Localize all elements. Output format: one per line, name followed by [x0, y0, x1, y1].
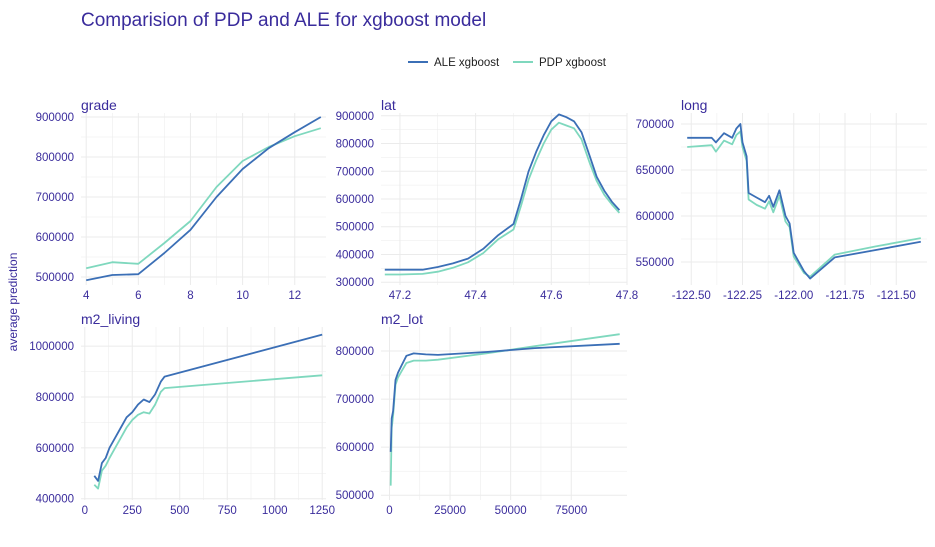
x-tick-label: 25000: [434, 505, 466, 517]
y-axis-label: average prediction: [6, 253, 20, 352]
x-tick-label: -122.50: [672, 290, 711, 302]
x-tick-label: 10: [236, 290, 249, 302]
panel-m2-living: 0 250 500 750 1000 1250 400000 600000 800000 1000…: [29, 311, 335, 517]
panel-grade: 4 6 8 10 12 500000 600000 700000 800000 900000 gra…: [36, 97, 326, 302]
y-tick-label: 800000: [36, 152, 74, 164]
series-line-ale: [384, 113, 621, 271]
y-tick-label: 900000: [336, 111, 374, 123]
x-tick-label: 47.8: [616, 290, 638, 302]
y-tick-label: 800000: [336, 139, 374, 151]
x-tick-label: 47.2: [389, 290, 411, 302]
panel-lat: 47.2 47.4 47.6 47.8 300000 400000 500000 600000…: [336, 97, 639, 302]
legend-label-pdp: PDP xgboost: [539, 57, 607, 69]
x-tick-label: 1000: [262, 505, 288, 517]
y-tick-label: 400000: [336, 249, 374, 261]
series-line-ale: [86, 116, 322, 282]
x-tick-label: 250: [123, 505, 142, 517]
series-line-pdp: [384, 121, 621, 276]
panel-title: lat: [381, 97, 396, 113]
x-tick-label: -122.25: [723, 290, 762, 302]
x-tick-label: 0: [82, 505, 88, 517]
y-tick-label: 700000: [336, 166, 374, 178]
panel-title: grade: [81, 97, 117, 113]
y-tick-label: 700000: [636, 119, 674, 131]
series-line-pdp: [389, 333, 620, 486]
x-tick-label: 75000: [555, 505, 587, 517]
x-tick-label: 47.6: [540, 290, 562, 302]
y-tick-label: 800000: [336, 346, 374, 358]
y-tick-label: 600000: [336, 442, 374, 454]
chart-title: Comparision of PDP and ALE for xgboost m…: [81, 10, 486, 31]
x-tick-label: 50000: [495, 505, 527, 517]
panels: 4 6 8 10 12500000600000700000800000900000gra…: [29, 97, 927, 517]
series-line-ale: [687, 123, 921, 280]
y-tick-label: 500000: [36, 272, 74, 284]
y-tick-label: 500000: [336, 222, 374, 234]
panel-title: m2_living: [81, 311, 140, 327]
y-tick-label: 700000: [36, 192, 74, 204]
x-tick-label: 8: [187, 290, 193, 302]
y-tick-label: 300000: [336, 277, 374, 289]
y-tick-label: 600000: [36, 232, 74, 244]
x-tick-label: -121.50: [877, 290, 916, 302]
legend-label-ale: ALE xgboost: [434, 57, 500, 69]
panel-long: -122.50 -122.25 -122.00 -121.75 -121.50 55000…: [636, 97, 927, 302]
series-line-pdp: [93, 374, 323, 490]
y-tick-label: 600000: [636, 211, 674, 223]
y-tick-label: 600000: [336, 194, 374, 206]
x-tick-label: -121.75: [825, 290, 864, 302]
x-tick-label: 1250: [309, 505, 335, 517]
x-tick-label: 0: [386, 505, 392, 517]
series-line-pdp: [85, 127, 322, 270]
series-line-ale: [93, 333, 323, 482]
x-tick-label: 4: [83, 290, 90, 302]
x-tick-label: 6: [135, 290, 141, 302]
y-tick-label: 800000: [36, 392, 74, 404]
x-tick-label: 500: [170, 505, 189, 517]
y-tick-label: 500000: [336, 490, 374, 502]
panel-m2-lot: 0 25000 50000 75000 500000 600000 700000 800000…: [336, 311, 627, 517]
x-tick-label: 12: [288, 290, 301, 302]
series-line-pdp: [687, 130, 921, 278]
y-tick-label: 550000: [636, 257, 674, 269]
panel-title: long: [681, 97, 707, 113]
y-tick-label: 650000: [636, 165, 674, 177]
y-tick-label: 1000000: [29, 341, 74, 353]
series-line-ale: [389, 342, 620, 452]
y-tick-label: 400000: [36, 494, 74, 506]
y-tick-label: 900000: [36, 112, 74, 124]
x-tick-label: 47.4: [464, 290, 487, 302]
panel-title: m2_lot: [381, 311, 423, 327]
x-tick-label: 750: [218, 505, 237, 517]
y-tick-label: 700000: [336, 394, 374, 406]
x-tick-label: -122.00: [774, 290, 813, 302]
legend: ALE xgboost PDP xgboost: [408, 57, 607, 69]
y-tick-label: 600000: [36, 443, 74, 455]
